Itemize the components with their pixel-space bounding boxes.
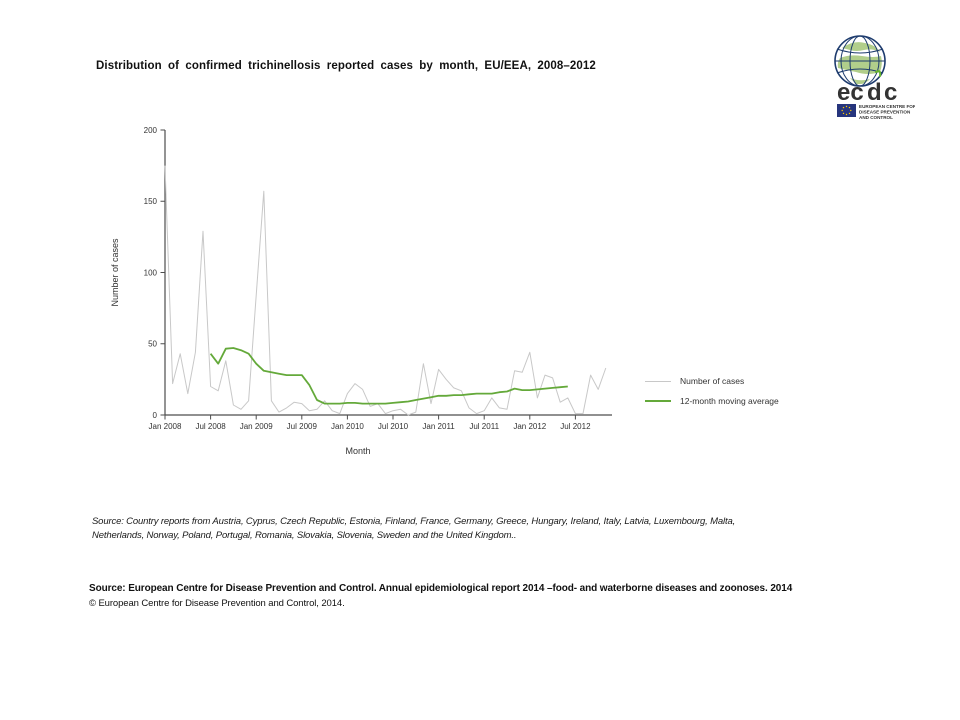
y-tick-label: 150 — [144, 197, 158, 206]
ecdc-logo-graphic: ec d c EUROPEAN CENTRE FOR DISEASE PREVE… — [834, 35, 917, 120]
line-chart: 0 50 100 150 200 Jan 2008 Jul 2008 Jan 2009 Jul … — [110, 126, 612, 456]
footer: Source: European Centre for Disease Prev… — [89, 583, 829, 609]
series-lines — [164, 165, 607, 416]
svg-text:AND CONTROL: AND CONTROL — [859, 115, 893, 120]
wordmark-d: d — [867, 79, 882, 106]
y-tick-label: 50 — [148, 340, 157, 349]
wordmark-c: c — [884, 79, 897, 106]
svg-text:DISEASE PREVENTION: DISEASE PREVENTION — [859, 110, 911, 115]
x-tick-label: Jan 2012 — [513, 422, 546, 431]
x-tick-label: Jan 2010 — [331, 422, 364, 431]
y-tick-label: 100 — [144, 268, 158, 277]
ecdc-logo: ec d c EUROPEAN CENTRE FOR DISEASE PREVE… — [820, 34, 917, 122]
x-tick-label: Jul 2010 — [378, 422, 409, 431]
ecdc-wordmark: ec d c — [837, 70, 897, 106]
x-axis-title: Month — [345, 446, 370, 456]
legend-item-cases: Number of cases — [645, 371, 815, 391]
series-12-month-moving-average — [209, 347, 568, 405]
legend-label: Number of cases — [680, 376, 745, 386]
chart-area: 0 50 100 150 200 Jan 2008 Jul 2008 Jan 2009 Jul … — [100, 115, 830, 460]
x-tick-label: Jul 2008 — [195, 422, 226, 431]
tick-marks — [160, 129, 576, 420]
x-tick-label: Jan 2011 — [422, 422, 455, 431]
eu-flag-icon — [837, 104, 856, 117]
footer-copyright: © European Centre for Disease Prevention… — [89, 597, 345, 609]
y-tick-label: 0 — [153, 411, 158, 420]
svg-text:EUROPEAN CENTRE FOR: EUROPEAN CENTRE FOR — [859, 104, 915, 109]
legend-item-moving-average: 12-month moving average — [645, 391, 815, 411]
chart-legend: Number of cases 12-month moving average — [645, 371, 815, 411]
logo-org-name: EUROPEAN CENTRE FOR DISEASE PREVENTION A… — [859, 104, 917, 120]
axes — [164, 130, 612, 416]
x-tick-label: Jan 2009 — [240, 422, 273, 431]
x-tick-label: Jul 2011 — [469, 422, 499, 431]
wordmark-ec: ec — [837, 79, 864, 106]
legend-line-sample-gray — [645, 380, 671, 382]
source-note: Source: Country reports from Austria, Cy… — [92, 516, 736, 541]
y-tick-label: 200 — [144, 126, 158, 135]
axis-titles: Month Number of cases — [110, 238, 371, 456]
chart-title: Distribution of confirmed trichinellosis… — [96, 60, 596, 72]
tick-labels: 0 50 100 150 200 Jan 2008 Jul 2008 Jan 2009 Jul … — [144, 126, 591, 431]
legend-line-sample-green — [645, 400, 671, 402]
x-tick-label: Jan 2008 — [149, 422, 182, 431]
legend-label: 12-month moving average — [680, 396, 779, 406]
y-axis-title: Number of cases — [110, 238, 120, 307]
x-tick-label: Jul 2012 — [560, 422, 591, 431]
series-number-of-cases — [164, 165, 607, 416]
footer-source-line: Source: European Centre for Disease Prev… — [89, 583, 793, 594]
x-tick-label: Jul 2009 — [287, 422, 318, 431]
